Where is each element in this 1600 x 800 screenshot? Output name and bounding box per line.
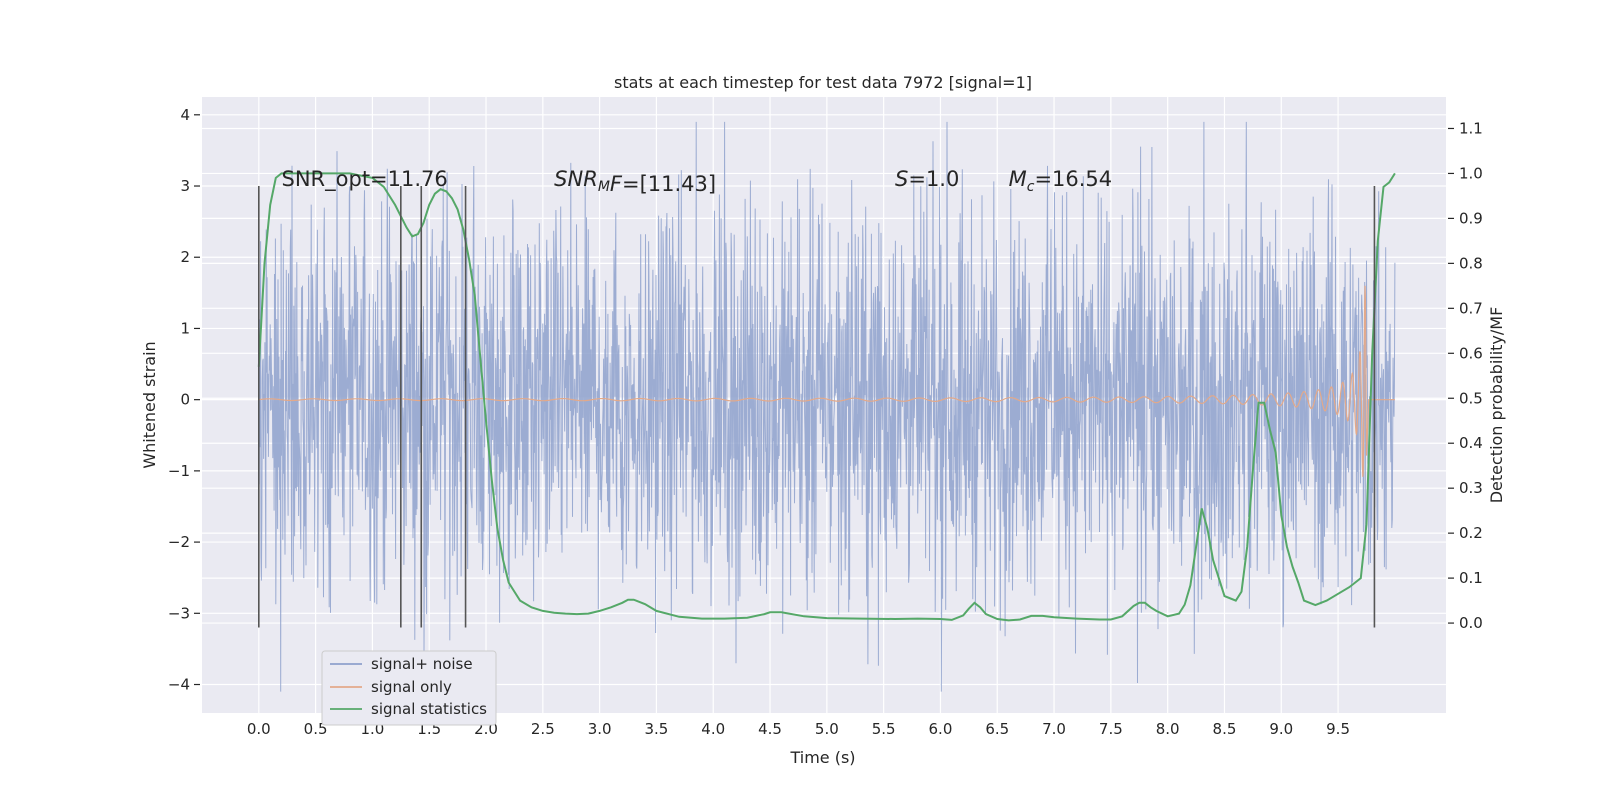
chart-title: stats at each timestep for test data 797… [614,73,1032,92]
y2-tick-label: 0.2 [1459,524,1483,542]
x-tick-label: 2.5 [531,720,555,738]
annotation-text: SNRMF=[11.43] [554,167,716,196]
x-tick-label: 3.0 [588,720,612,738]
y2-tick-label: 1.0 [1459,164,1483,182]
x-tick-label: 7.5 [1099,720,1123,738]
y-tick-label: 4 [180,106,190,124]
legend-box [321,650,497,726]
x-tick-label: 6.5 [985,720,1009,738]
y-axis-label: Whitened strain [140,341,159,468]
x-tick-label: 7.0 [1042,720,1066,738]
x-tick-label: 4.5 [758,720,782,738]
x-tick-label: 5.5 [872,720,896,738]
legend-label-noise: signal+ noise [371,655,473,673]
y-tick-label: 1 [180,319,190,337]
x-tick-label: 4.0 [701,720,725,738]
annotation-layer: SNR_opt=11.76 SNRMF=[11.43] S=1.0 Mc=16.54 [282,167,1113,196]
y2-tick-label: 0.1 [1459,569,1483,587]
y2-tick-label: 0.3 [1459,479,1483,497]
y2-axis-label: Detection probability/MF [1487,307,1506,504]
marker-layer [258,186,1376,628]
series-layer [257,121,1396,692]
x-tick-label: 5.0 [815,720,839,738]
x-tick-label: 9.0 [1269,720,1293,738]
y-tick-label: −3 [168,604,190,622]
y2-tick-label: 0.6 [1459,344,1483,362]
y-tick-label: −1 [168,462,190,480]
y2-tick-label: 0.4 [1459,434,1483,452]
y-tick-label: 3 [180,177,190,195]
y2-tick-label: 0.0 [1459,614,1483,632]
legend-label-stats: signal statistics [371,700,487,718]
noise-series-line [258,121,1396,692]
y-tick-label: 0 [180,391,190,409]
x-tick-label: 3.5 [644,720,668,738]
x-tick-label: 9.5 [1326,720,1350,738]
tick-layer: 0.0 0.5 1.0 1.5 2.0 2.5 3.0 3.5 4.0 4.5 5.0 5.5 6.0 6… [168,106,1483,738]
annotation-text: SNR_opt=11.76 [282,167,448,192]
y2-tick-label: 0.8 [1459,254,1483,272]
signal-series-line [258,285,1395,477]
x-tick-label: 6.0 [929,720,953,738]
x-tick-label: 0.0 [247,720,271,738]
y-tick-label: 2 [180,248,190,266]
x-tick-label: 8.5 [1213,720,1237,738]
legend-label-signal: signal only [371,678,452,696]
annotation-text: Mc=16.54 [1009,167,1113,195]
y2-tick-label: 0.7 [1459,299,1483,317]
x-tick-label: 0.5 [304,720,328,738]
statistics-series-line [257,172,1396,622]
legend: signal+ noise signal only signal statist… [321,650,497,726]
annotation-text: S=1.0 [895,167,959,191]
x-axis-label: Time (s) [789,748,855,767]
y2-tick-label: 0.9 [1459,209,1483,227]
y-tick-label: −4 [168,676,190,694]
y2-tick-label: 0.5 [1459,389,1483,407]
y2-tick-label: 1.1 [1459,119,1483,137]
x-tick-label: 8.0 [1156,720,1180,738]
y-tick-label: −2 [168,533,190,551]
